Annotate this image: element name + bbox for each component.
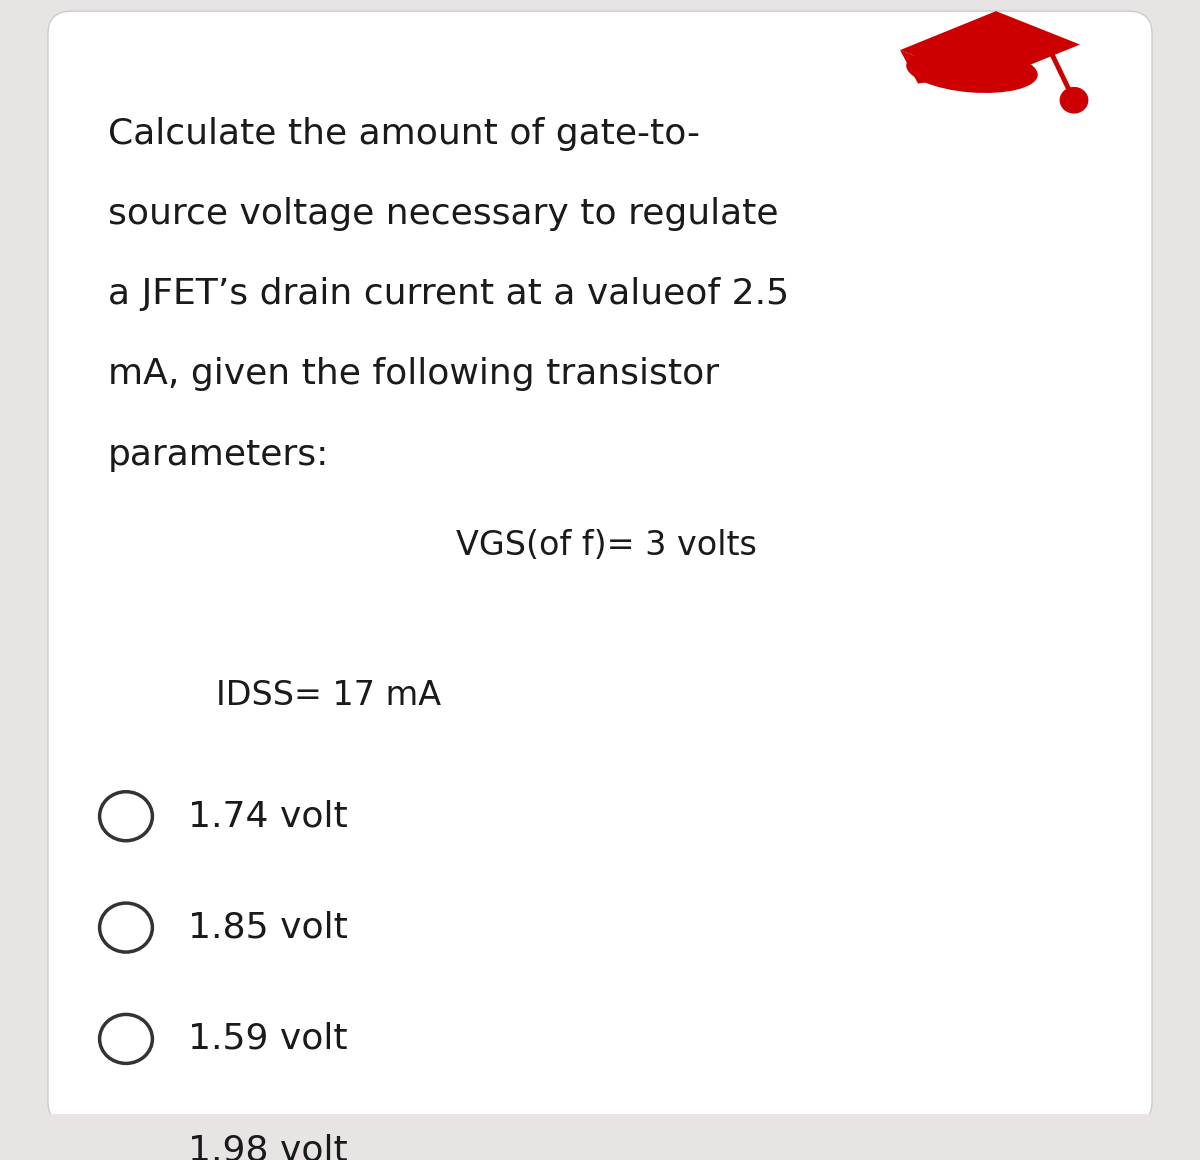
- Text: 1.74 volt: 1.74 volt: [188, 799, 348, 833]
- Text: IDSS= 17 mA: IDSS= 17 mA: [216, 680, 442, 712]
- Polygon shape: [900, 50, 984, 84]
- Text: 1.85 volt: 1.85 volt: [188, 911, 348, 944]
- Text: 1.98 volt: 1.98 volt: [188, 1133, 348, 1160]
- Polygon shape: [900, 12, 1080, 84]
- Text: a JFET’s drain current at a valueof 2.5: a JFET’s drain current at a valueof 2.5: [108, 277, 790, 311]
- Text: mA, given the following transistor: mA, given the following transistor: [108, 357, 719, 391]
- Text: parameters:: parameters:: [108, 437, 329, 472]
- Text: VGS(of f)= 3 volts: VGS(of f)= 3 volts: [456, 529, 757, 561]
- FancyBboxPatch shape: [48, 12, 1152, 1125]
- Ellipse shape: [906, 48, 1038, 93]
- Text: Calculate the amount of gate-to-: Calculate the amount of gate-to-: [108, 117, 700, 151]
- Circle shape: [1060, 87, 1088, 114]
- Text: source voltage necessary to regulate: source voltage necessary to regulate: [108, 197, 779, 231]
- Text: 1.59 volt: 1.59 volt: [188, 1022, 348, 1056]
